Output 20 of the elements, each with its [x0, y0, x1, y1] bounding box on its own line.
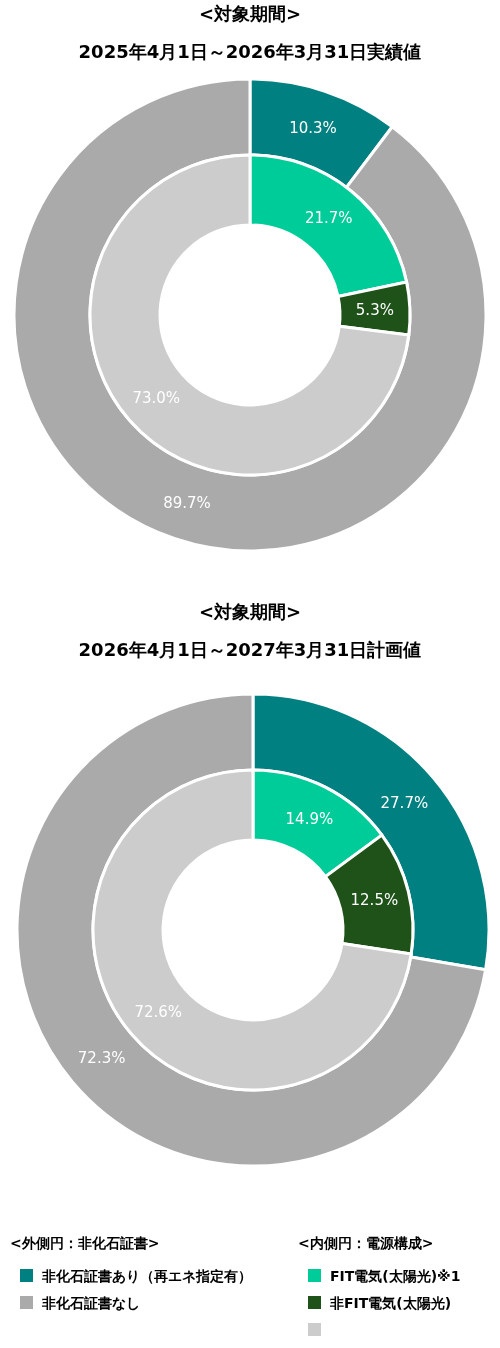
- donut-slice: [12, 77, 488, 553]
- chart-subtitle: 2025年4月1日～2026年3月31日実績値: [78, 41, 422, 62]
- legend-label: 非化石証書あり（再エネ指定有）: [41, 1268, 252, 1284]
- chart-subtitle: 2026年4月1日～2027年3月31日計画値: [78, 639, 422, 660]
- legend-label: 非化石証書なし: [41, 1295, 140, 1311]
- data-label: 27.7%: [380, 793, 429, 812]
- data-label: 10.3%: [289, 118, 337, 137]
- legend-label: 非FIT電気(太陽光): [329, 1295, 452, 1311]
- data-label: 12.5%: [350, 891, 399, 910]
- data-label: 14.9%: [285, 809, 334, 828]
- data-label: 21.7%: [304, 209, 353, 228]
- legend-label: FIT電気(太陽光)※1: [330, 1268, 461, 1284]
- data-label: 72.3%: [77, 1048, 126, 1067]
- donut-slice: [88, 153, 411, 477]
- data-label: 5.3%: [355, 301, 394, 320]
- chart-title: <対象期間>: [198, 601, 302, 622]
- chart-title: <対象期間>: [198, 3, 302, 24]
- legend-title: <外側円：非化石証書>: [10, 1235, 160, 1251]
- data-label: 89.7%: [163, 493, 211, 512]
- legend-title: <内側円：電源構成>: [298, 1235, 434, 1251]
